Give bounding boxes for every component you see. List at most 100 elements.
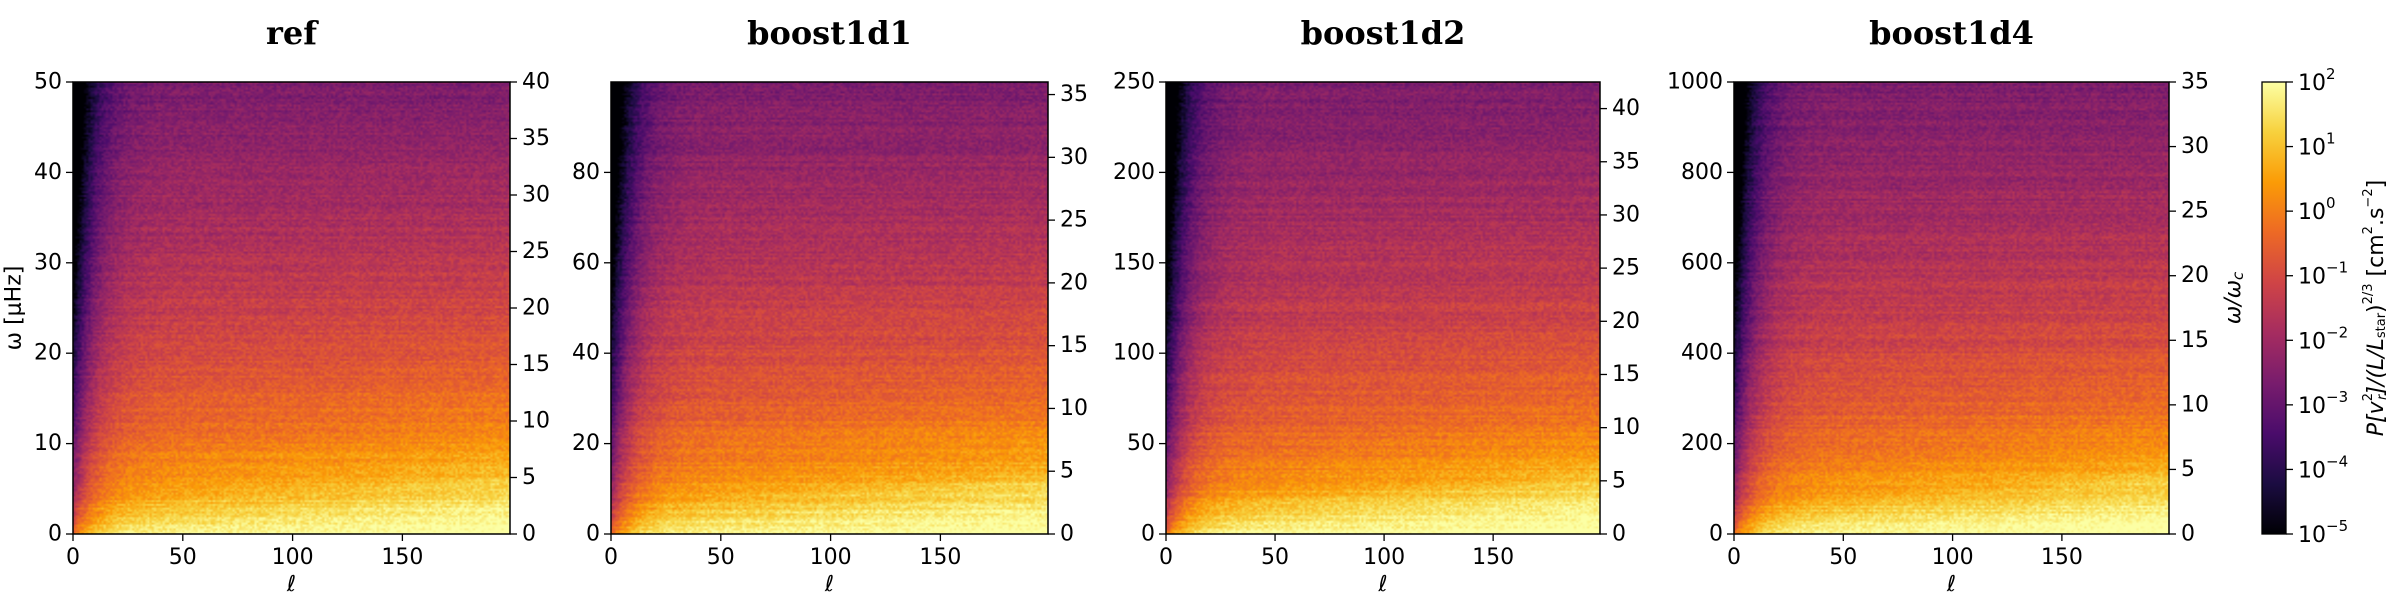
- x-tick-label: 0: [1727, 545, 1741, 570]
- colorbar-frame: [2261, 81, 2287, 535]
- panel-boost1d1: boost1d1 0 50 100 150 ℓ 0 20 40 60 80 0 5 10 15 20 25 30 3…: [572, 14, 1088, 597]
- y-tick-label: 250: [1113, 70, 1155, 95]
- colorbar: 102 101 100 10−1 10−2 10−3 10−4 10−5 P[v2r]/(L/L…: [2261, 65, 2390, 548]
- y-tick-label: 10: [34, 431, 62, 456]
- y-tick-label: 1000: [1667, 70, 1723, 95]
- heatmap-image: [73, 82, 510, 534]
- y-right-tick-label: 15: [1612, 362, 1640, 387]
- colorbar-label: P[v2r]/(L/Lstar)2/3 [cm2.s−2]: [2361, 180, 2390, 436]
- y-right-tick-label: 0: [1612, 522, 1626, 547]
- y-tick-label: 40: [34, 160, 62, 185]
- x-tick-label: 0: [1159, 545, 1173, 570]
- x-axis-label: ℓ: [286, 572, 296, 597]
- y-tick-label: 80: [572, 160, 600, 185]
- x-tick-label: 100: [272, 545, 314, 570]
- heatmap-image: [611, 82, 1048, 534]
- x-tick-label: 100: [810, 545, 852, 570]
- x-tick-label: 0: [604, 545, 618, 570]
- x-tick-label: 50: [1829, 545, 1857, 570]
- y-right-tick-label: 30: [2181, 134, 2209, 159]
- y-tick-label: 20: [34, 341, 62, 366]
- x-tick-label: 0: [66, 545, 80, 570]
- colorbar-tick-label: 10−3: [2298, 388, 2348, 419]
- x-tick-label: 100: [1932, 545, 1974, 570]
- y-tick-label: 150: [1113, 250, 1155, 275]
- x-tick-label: 50: [1261, 545, 1289, 570]
- panel-title: boost1d1: [747, 14, 912, 52]
- y-right-tick-label: 25: [522, 239, 550, 264]
- y-right-tick-label: 40: [522, 70, 550, 95]
- y-right-tick-label: 20: [1612, 309, 1640, 334]
- panel-title: boost1d2: [1301, 14, 1466, 52]
- x-tick-label: 100: [1363, 545, 1405, 570]
- x-axis-label: ℓ: [824, 572, 834, 597]
- panel-ref: ref 0 50 100 150 ℓ 0 10 20 30 40 50 0 5 10 15 20 25 30 35 40…: [2, 14, 551, 597]
- y-tick-label: 40: [572, 341, 600, 366]
- y-right-tick-label: 15: [2181, 328, 2209, 353]
- y-tick-label: 400: [1681, 341, 1723, 366]
- y-right-tick-label: 35: [522, 126, 550, 151]
- plot-frame: [1733, 81, 2170, 535]
- y-right-tick-label: 5: [1612, 468, 1626, 493]
- y-right-tick-label: 10: [1060, 396, 1088, 421]
- colorbar-tick-label: 100: [2298, 194, 2336, 225]
- x-axis-label: ℓ: [1377, 572, 1387, 597]
- y-tick-label: 200: [1681, 431, 1723, 456]
- plot-frame: [1165, 81, 1601, 535]
- y-right-tick-label: 30: [1612, 202, 1640, 227]
- plot-frame: [610, 81, 1049, 535]
- y-right-tick-label: 20: [522, 296, 550, 321]
- y-right-tick-label: 35: [1060, 82, 1088, 107]
- x-tick-label: 150: [381, 545, 423, 570]
- y-right-tick-label: 5: [2181, 457, 2195, 482]
- y-tick-label: 0: [48, 522, 62, 547]
- y-right-tick-label: 25: [1612, 256, 1640, 281]
- y-tick-label: 0: [1709, 522, 1723, 547]
- y-tick-label: 0: [1141, 522, 1155, 547]
- y-right-tick-label: 30: [1060, 145, 1088, 170]
- y-right-tick-label: 35: [1612, 149, 1640, 174]
- y-right-tick-label: 5: [522, 465, 536, 490]
- y-tick-label: 20: [572, 431, 600, 456]
- y-right-tick-label: 10: [522, 409, 550, 434]
- x-axis-label: ℓ: [1946, 572, 1956, 597]
- y-tick-label: 50: [34, 70, 62, 95]
- y-tick-label: 0: [586, 522, 600, 547]
- y-right-tick-label: 15: [1060, 333, 1088, 358]
- y-right-tick-label: 0: [522, 522, 536, 547]
- y-tick-label: 60: [572, 250, 600, 275]
- y-right-tick-label: 0: [1060, 522, 1074, 547]
- y-right-tick-label: 0: [2181, 522, 2195, 547]
- y-tick-label: 200: [1113, 160, 1155, 185]
- y-tick-label: 600: [1681, 250, 1723, 275]
- y-right-tick-label: 15: [522, 352, 550, 377]
- panel-boost1d2: boost1d2 0 50 100 150 ℓ 0 50 100 150 200 250 0 5 10 15 2…: [1113, 14, 1640, 597]
- colorbar-gradient: [2262, 82, 2286, 534]
- y-right-tick-label: 25: [1060, 208, 1088, 233]
- y-tick-label: 800: [1681, 160, 1723, 185]
- colorbar-tick-label: 10−2: [2298, 323, 2348, 354]
- y-right-axis-label: ω/ωc: [2221, 271, 2248, 324]
- y-right-tick-label: 30: [522, 183, 550, 208]
- y-axis-label: ω [μHz]: [2, 266, 27, 351]
- y-right-tick-label: 25: [2181, 199, 2209, 224]
- colorbar-tick-label: 102: [2298, 65, 2336, 96]
- panel-title: boost1d4: [1869, 14, 2034, 52]
- y-right-tick-label: 20: [1060, 270, 1088, 295]
- panel-title: ref: [266, 14, 319, 52]
- x-tick-label: 50: [707, 545, 735, 570]
- heatmap-image: [1166, 82, 1600, 534]
- y-right-tick-label: 20: [2181, 263, 2209, 288]
- x-tick-label: 50: [169, 545, 197, 570]
- x-tick-label: 150: [2041, 545, 2083, 570]
- colorbar-tick-label: 101: [2298, 130, 2336, 161]
- y-right-tick-label: 35: [2181, 70, 2209, 95]
- x-tick-label: 150: [919, 545, 961, 570]
- y-right-tick-label: 5: [1060, 459, 1074, 484]
- y-right-tick-label: 40: [1612, 96, 1640, 121]
- x-tick-label: 150: [1472, 545, 1514, 570]
- colorbar-tick-label: 10−1: [2298, 259, 2348, 290]
- heatmap-image: [1734, 82, 2169, 534]
- y-tick-label: 100: [1113, 341, 1155, 366]
